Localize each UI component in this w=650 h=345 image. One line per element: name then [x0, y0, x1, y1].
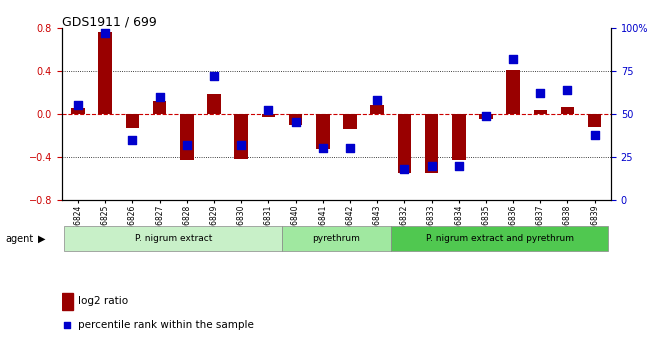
- Point: [426, 163, 437, 168]
- Point: [73, 102, 83, 108]
- Bar: [316, 114, 330, 149]
- Point: [318, 146, 328, 151]
- Point: [263, 108, 274, 113]
- Bar: [561, 107, 575, 114]
- Point: [181, 142, 192, 148]
- Bar: [62, 293, 73, 310]
- Text: GDS1911 / 699: GDS1911 / 699: [62, 16, 157, 29]
- Bar: [391, 226, 608, 251]
- Point: [508, 56, 518, 61]
- Point: [454, 163, 464, 168]
- Point: [535, 90, 545, 96]
- Point: [100, 30, 110, 36]
- Bar: [64, 226, 282, 251]
- Text: pyrethrum: pyrethrum: [313, 234, 360, 244]
- Text: agent: agent: [5, 234, 33, 244]
- Bar: [452, 114, 465, 160]
- Bar: [370, 105, 384, 114]
- Bar: [72, 108, 85, 114]
- Point: [481, 113, 491, 118]
- Text: P. nigrum extract and pyrethrum: P. nigrum extract and pyrethrum: [426, 234, 573, 244]
- Bar: [506, 70, 520, 114]
- Point: [236, 142, 246, 148]
- Point: [269, 220, 280, 225]
- Point: [399, 166, 410, 172]
- Text: P. nigrum extract: P. nigrum extract: [135, 234, 212, 244]
- Bar: [424, 114, 438, 173]
- Bar: [153, 101, 166, 114]
- Text: percentile rank within the sample: percentile rank within the sample: [78, 320, 254, 330]
- Point: [209, 73, 219, 79]
- Bar: [479, 114, 493, 119]
- Text: ▶: ▶: [38, 234, 46, 244]
- Bar: [588, 114, 601, 127]
- Bar: [282, 226, 391, 251]
- Point: [372, 97, 382, 103]
- Point: [155, 94, 165, 99]
- Text: log2 ratio: log2 ratio: [78, 296, 128, 306]
- Bar: [180, 114, 194, 160]
- Bar: [398, 114, 411, 173]
- Point: [127, 137, 138, 142]
- Bar: [125, 114, 139, 128]
- Bar: [207, 95, 221, 114]
- Point: [590, 132, 600, 137]
- Bar: [261, 114, 275, 117]
- Bar: [235, 114, 248, 159]
- Bar: [534, 110, 547, 114]
- Bar: [289, 114, 302, 125]
- Point: [291, 120, 301, 125]
- Bar: [343, 114, 357, 129]
- Point: [562, 87, 573, 92]
- Bar: [98, 32, 112, 114]
- Point: [344, 146, 355, 151]
